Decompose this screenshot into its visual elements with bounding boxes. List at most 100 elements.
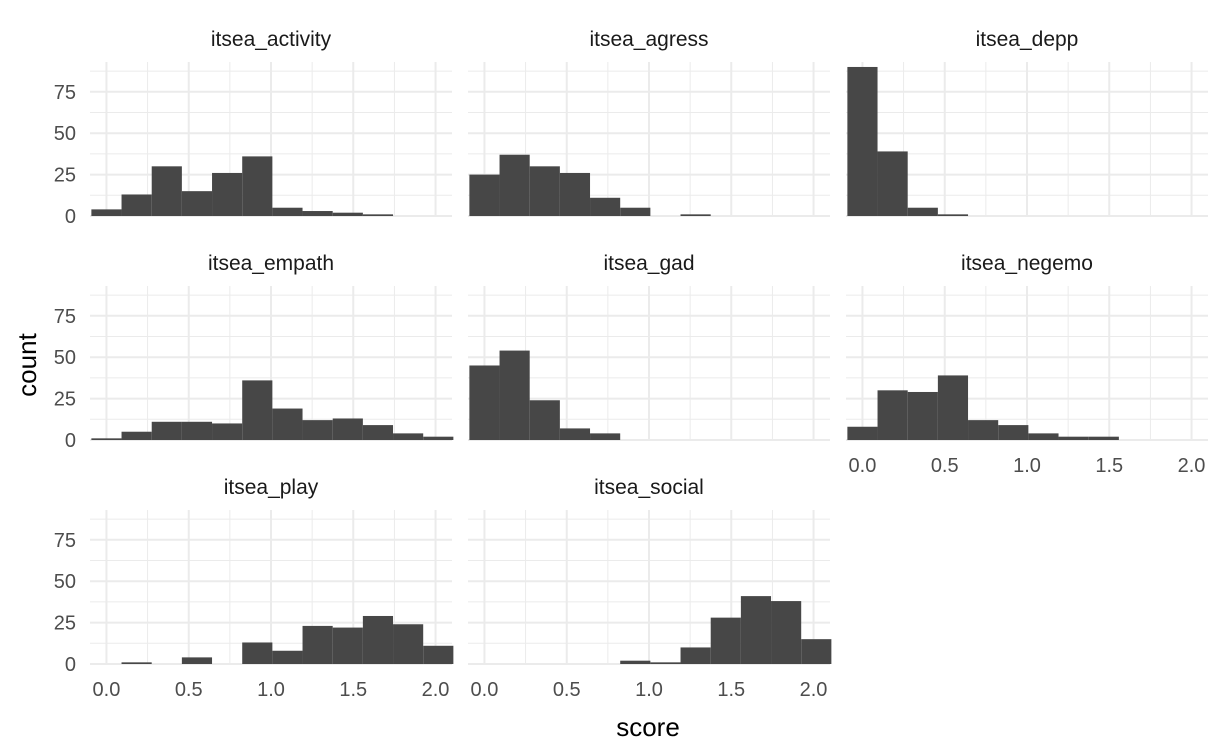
histogram-bar [877, 151, 908, 216]
x-tick-label: 1.5 [717, 679, 745, 701]
facet-strip-label: itsea_play [224, 476, 319, 499]
x-tick-label: 2.0 [422, 679, 450, 701]
x-tick-label: 0.5 [931, 455, 959, 477]
histogram-bar [937, 375, 969, 440]
histogram-bar [362, 214, 394, 216]
histogram-bar [272, 650, 303, 664]
y-tick-label: 50 [54, 123, 76, 145]
panel-itsea_empath: itsea_empath 0 25 50 75 [54, 252, 454, 452]
histogram-bar [1088, 436, 1119, 440]
histogram-bar [877, 390, 908, 440]
facet-strip-label: itsea_activity [211, 28, 332, 51]
histogram-bar [650, 662, 681, 664]
histogram-bar [559, 172, 591, 216]
histogram-bar [151, 166, 182, 216]
histogram-bar [272, 408, 303, 440]
y-tick-label: 75 [54, 306, 76, 328]
histogram-bar [469, 174, 500, 216]
panel-itsea_agress: itsea_agress [468, 28, 830, 217]
y-tick-label: 75 [54, 530, 76, 552]
histogram-bar [590, 433, 621, 440]
histogram-bar [362, 425, 394, 440]
y-tick-label: 75 [54, 82, 76, 104]
y-tick-label: 25 [54, 165, 76, 187]
histogram-bar [332, 418, 363, 440]
histogram-bar [121, 194, 152, 216]
histogram-bar [771, 601, 802, 664]
facet-strip-label: itsea_depp [976, 28, 1079, 51]
x-tick-label: 1.0 [635, 679, 663, 701]
histogram-bar [529, 400, 560, 440]
facet-strip-label: itsea_agress [589, 28, 708, 51]
histogram-bar [499, 350, 530, 440]
histogram-bar [212, 423, 243, 440]
histogram-bar [937, 214, 969, 216]
histogram-bar [181, 421, 213, 440]
histogram-bar [907, 207, 938, 216]
histogram-bar [91, 209, 122, 216]
histogram-bar [302, 420, 333, 440]
histogram-bar [710, 617, 741, 664]
x-tick-label: 2.0 [1178, 455, 1206, 477]
histogram-bar [801, 639, 832, 664]
y-tick-label: 50 [54, 571, 76, 593]
panel-itsea_depp: itsea_depp [846, 28, 1208, 217]
histogram-bar [393, 624, 424, 664]
histogram-bar [847, 426, 878, 440]
histogram-bar [302, 211, 333, 216]
histogram-bar [680, 214, 711, 216]
y-tick-label: 0 [65, 654, 76, 676]
panel-itsea_play: itsea_play 0 25 50 75 0.0 0.5 1.0 1.5 2.0 [54, 476, 454, 701]
histogram-bar [242, 642, 273, 664]
histogram-bar [362, 615, 394, 664]
facet-strip-label: itsea_gad [603, 252, 694, 275]
histogram-bar [181, 191, 213, 216]
histogram-bar [740, 596, 772, 664]
histogram-bar [272, 207, 303, 216]
x-tick-label: 1.5 [1095, 455, 1123, 477]
histogram-bar [998, 425, 1029, 440]
histogram-bar [121, 662, 152, 664]
histogram-bar [181, 657, 213, 664]
histogram-bar [212, 172, 243, 216]
x-tick-label: 0.0 [471, 679, 499, 701]
histogram-bar [242, 156, 273, 216]
histogram-bar [91, 438, 122, 440]
panel-itsea_activity: itsea_activity 0 25 50 75 [54, 28, 452, 228]
x-tick-label: 1.5 [339, 679, 367, 701]
histogram-bar [620, 660, 651, 664]
x-tick-label: 1.0 [1013, 455, 1041, 477]
histogram-bar [968, 420, 999, 440]
x-tick-label: 2.0 [800, 679, 828, 701]
histogram-bar [559, 428, 591, 440]
x-tick-label: 0.0 [93, 679, 121, 701]
panel-itsea_negemo: itsea_negemo 0.0 0.5 1.0 1.5 2.0 [846, 252, 1208, 477]
histogram-bar [151, 421, 182, 440]
y-tick-label: 0 [65, 430, 76, 452]
histogram-bar [121, 431, 152, 440]
histogram-bar [620, 207, 651, 216]
histogram-bar [529, 166, 560, 216]
histogram-bar [242, 380, 273, 440]
panels-layer: itsea_activity 0 25 50 75 itsea_agress itsea_d… [54, 28, 1208, 701]
facet-strip-label: itsea_social [594, 476, 704, 499]
panel-itsea_social: itsea_social 0.0 0.5 1.0 1.5 2.0 [468, 476, 832, 701]
histogram-bar [1058, 436, 1089, 440]
facet-strip-label: itsea_empath [208, 252, 334, 275]
y-tick-label: 50 [54, 347, 76, 369]
x-tick-label: 0.5 [553, 679, 581, 701]
histogram-bar [469, 365, 500, 440]
y-tick-label: 25 [54, 613, 76, 635]
x-tick-label: 0.0 [849, 455, 877, 477]
y-tick-label: 0 [65, 206, 76, 228]
x-tick-label: 0.5 [175, 679, 203, 701]
x-tick-label: 1.0 [257, 679, 285, 701]
histogram-bar [590, 197, 621, 216]
histogram-bar [393, 433, 424, 440]
histogram-bar [847, 66, 878, 216]
histogram-bar [680, 647, 711, 664]
histogram-bar [423, 436, 454, 440]
histogram-bar [499, 154, 530, 216]
x-axis-title: score [616, 712, 680, 742]
